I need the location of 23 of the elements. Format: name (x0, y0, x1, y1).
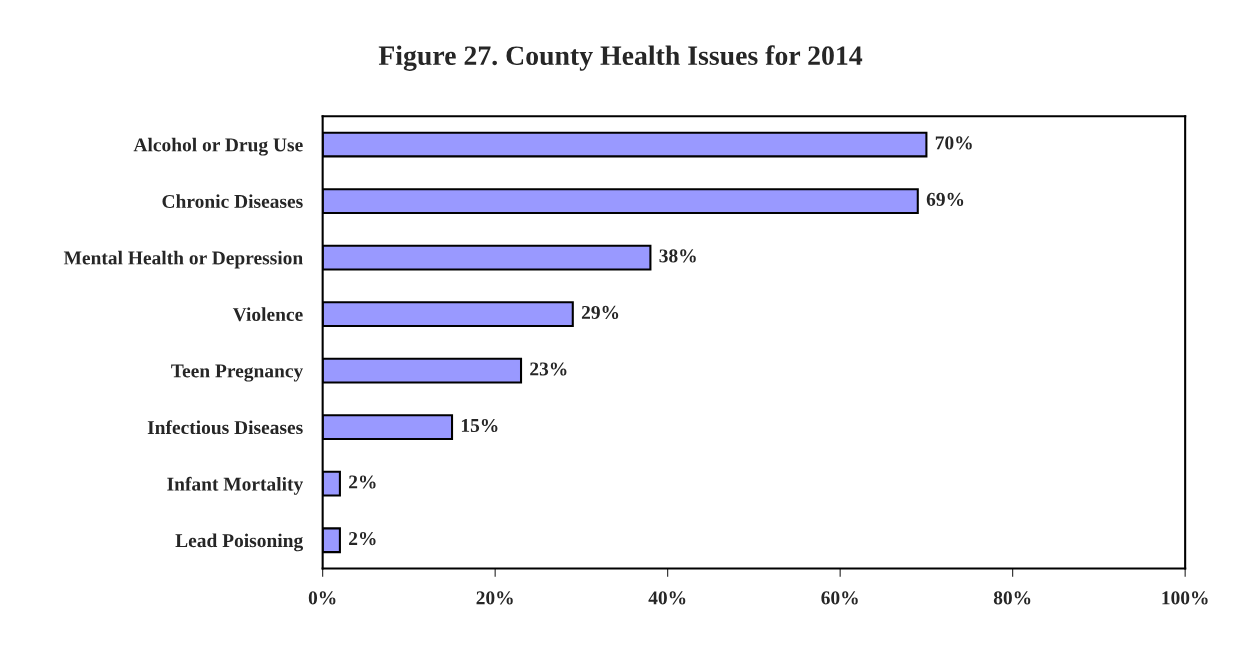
data-label: 2% (349, 531, 376, 546)
data-label: 29% (581, 305, 619, 320)
x-tick-label: 100% (1162, 591, 1208, 605)
y-tick-label: Chronic Diseases (162, 194, 303, 209)
y-tick-label: Violence (232, 307, 303, 322)
data-label: 38% (659, 249, 696, 263)
y-tick-label: Lead Poisoning (175, 533, 304, 552)
y-tick-label: Alcohol or Drug Use (133, 137, 303, 156)
x-tick-label: 60% (821, 591, 858, 605)
data-label: 2% (349, 475, 376, 489)
data-label: 15% (461, 418, 498, 433)
x-tick-label: 20% (476, 591, 513, 605)
x-tick-label: 40% (648, 591, 686, 605)
y-tick-label: Infant Mortality (167, 476, 304, 495)
x-tick-label: 0% (308, 591, 336, 605)
y-tick-label: Infectious Diseases (147, 420, 303, 435)
y-tick-label: Teen Pregnancy (171, 364, 304, 382)
chart-title: Figure 27. County Health Issues for 2014 (378, 45, 863, 71)
x-tick-label: 80% (993, 591, 1031, 605)
data-label: 23% (530, 362, 567, 376)
data-label: 69% (926, 192, 964, 206)
data-label: 70% (935, 136, 972, 150)
y-tick-label: Mental Health or Depression (63, 250, 303, 269)
